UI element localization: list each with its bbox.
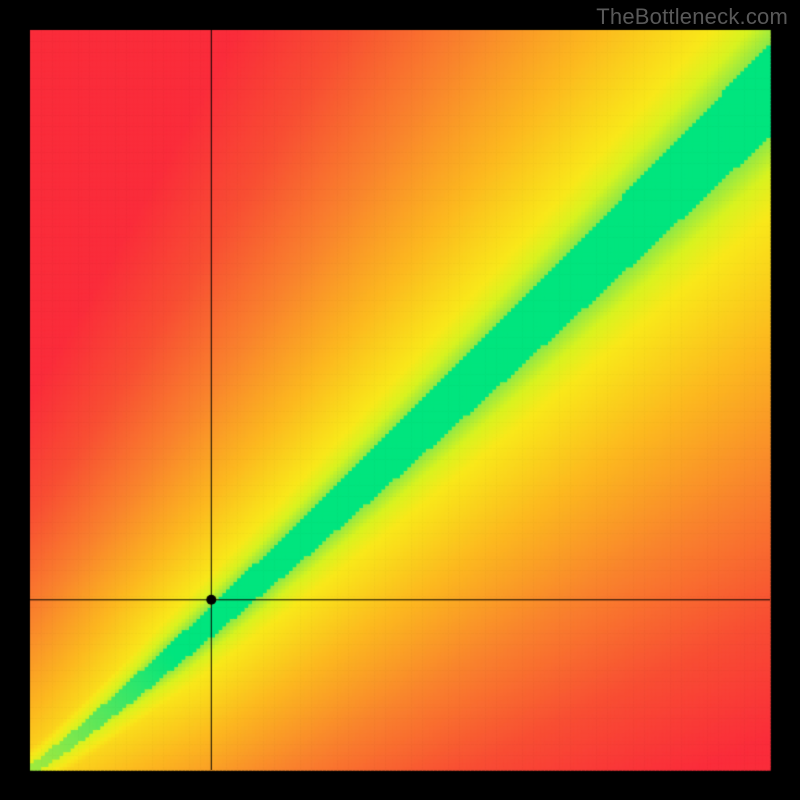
watermark-text: TheBottleneck.com [596, 4, 788, 30]
bottleneck-heatmap [0, 0, 800, 800]
